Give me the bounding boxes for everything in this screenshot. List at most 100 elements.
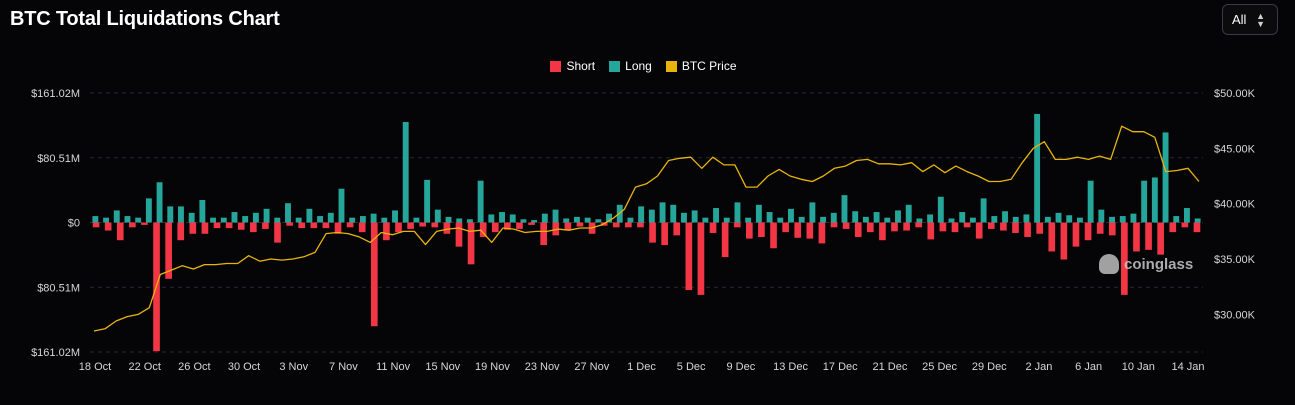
short-bar — [141, 222, 148, 225]
short-bar — [383, 222, 390, 241]
x-tick-label: 11 Nov — [376, 361, 411, 373]
short-bar — [431, 222, 439, 228]
long-bar — [595, 219, 602, 223]
long-bar — [1034, 113, 1041, 223]
short-bar — [334, 222, 342, 234]
legend-item-short[interactable]: Short — [550, 59, 595, 73]
short-bar — [612, 222, 620, 228]
long-bar — [1162, 132, 1169, 223]
long-bar — [317, 216, 324, 223]
long-bar — [327, 212, 334, 223]
short-bar — [733, 222, 741, 228]
long-bar — [980, 198, 987, 223]
long-bar — [456, 218, 463, 223]
long-bar — [285, 203, 291, 223]
legend-item-long[interactable]: Long — [609, 59, 652, 73]
short-bar — [891, 222, 898, 232]
short-bar — [697, 222, 705, 295]
x-tick-label: 30 Oct — [228, 361, 260, 373]
long-bar — [552, 209, 559, 223]
short-bar — [1096, 222, 1104, 234]
long-bar — [531, 220, 538, 223]
short-bar — [358, 222, 366, 233]
legend-item-btc-price[interactable]: BTC Price — [665, 59, 737, 73]
short-bar — [1036, 222, 1044, 234]
short-bar — [104, 222, 112, 231]
y-left-tick-label: $161.02M — [31, 347, 80, 359]
short-bar — [177, 222, 185, 241]
short-bar — [951, 222, 959, 233]
short-bar — [491, 222, 499, 233]
x-tick-label: 21 Dec — [872, 361, 907, 373]
short-bar — [746, 222, 753, 239]
long-bar — [188, 212, 195, 223]
long-bar — [167, 206, 174, 223]
long-bar — [220, 217, 227, 223]
long-bar — [199, 199, 206, 223]
long-bar — [638, 206, 645, 223]
short-bar — [201, 222, 209, 234]
short-bar — [189, 222, 197, 234]
long-bar — [381, 217, 388, 223]
long-bar — [1194, 218, 1201, 223]
long-bar — [1055, 212, 1062, 223]
long-bar — [466, 219, 473, 223]
short-bar — [455, 222, 463, 247]
long-bar — [1141, 180, 1148, 223]
long-bar — [1098, 209, 1105, 223]
long-bar — [103, 217, 109, 223]
long-bar — [1130, 213, 1137, 223]
short-bar — [116, 222, 124, 241]
x-tick-label: 23 Nov — [525, 361, 560, 373]
long-bar — [777, 217, 784, 223]
y-right-tick-label: $35.00K — [1214, 254, 1256, 266]
y-left-tick-label: $161.02M — [31, 88, 80, 100]
legend-swatch-short — [550, 60, 562, 72]
page-title: BTC Total Liquidations Chart — [10, 8, 280, 30]
short-bar — [625, 222, 632, 228]
short-bar — [419, 222, 427, 227]
short-bar — [310, 222, 318, 229]
short-bar — [528, 222, 535, 225]
long-bar — [948, 218, 955, 223]
short-bar — [1193, 222, 1201, 233]
y-left-tick-label: $80.51M — [37, 153, 80, 165]
chart-legend: Short Long BTC Price — [0, 59, 1295, 73]
y-left-tick-label: $80.51M — [37, 282, 80, 294]
long-bar — [306, 208, 313, 223]
y-right-tick-label: $50.00K — [1214, 88, 1256, 100]
x-tick-label: 7 Nov — [329, 361, 358, 373]
x-tick-label: 29 Dec — [972, 361, 1007, 373]
long-bar — [862, 216, 869, 223]
long-bar — [659, 202, 666, 223]
x-tick-label: 19 Nov — [475, 361, 510, 373]
short-bar — [322, 222, 330, 229]
range-select[interactable]: All ▲ ▼ — [1222, 4, 1278, 35]
coinglass-logo-icon — [1099, 254, 1119, 274]
long-bar — [145, 198, 152, 223]
long-bar — [434, 209, 441, 223]
short-bar — [237, 222, 245, 230]
short-bar — [129, 222, 136, 228]
short-bar — [249, 222, 257, 233]
long-bar — [349, 217, 356, 223]
long-bar — [809, 202, 816, 223]
short-bar — [806, 222, 814, 239]
long-bar — [156, 182, 163, 223]
long-bar — [1066, 215, 1073, 223]
long-bar — [959, 212, 966, 223]
x-tick-label: 14 Jan — [1171, 361, 1204, 373]
long-bar — [402, 121, 409, 223]
short-bar — [540, 222, 547, 246]
long-bar — [937, 196, 944, 223]
long-bar — [969, 217, 976, 223]
short-bar — [673, 222, 681, 236]
x-tick-label: 27 Nov — [574, 361, 609, 373]
long-bar — [1119, 216, 1126, 223]
long-bar — [488, 214, 495, 223]
x-tick-label: 25 Dec — [922, 361, 957, 373]
long-bar — [392, 210, 398, 223]
long-bar — [884, 217, 891, 223]
long-bar — [755, 204, 762, 223]
